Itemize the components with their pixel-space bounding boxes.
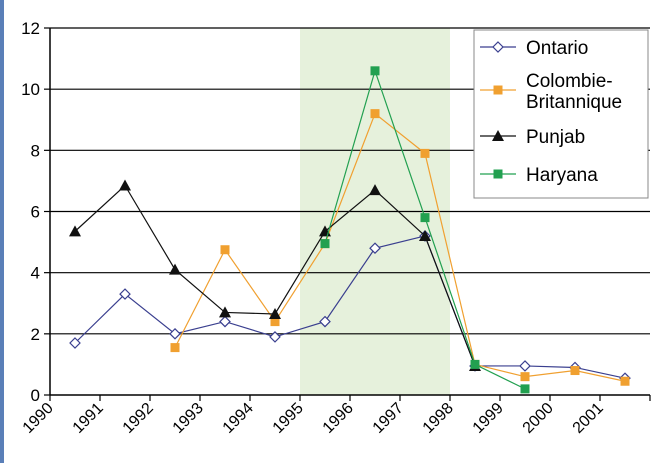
x-tick-label: 1995 <box>270 400 307 437</box>
legend-label-ontario: Ontario <box>526 38 588 59</box>
data-point-colombie-britannique <box>370 109 380 119</box>
data-point-ontario <box>369 242 381 255</box>
legend-swatch-marker <box>493 169 503 179</box>
data-point-ontario <box>69 337 81 349</box>
data-point-colombie-britannique <box>170 343 180 353</box>
y-tick-label: 8 <box>31 141 40 160</box>
y-tick-label: 6 <box>31 203 40 222</box>
axes-group <box>44 27 651 401</box>
x-tick-label: 2001 <box>570 400 607 437</box>
legend-label-haryana: Haryana <box>526 165 598 186</box>
data-point-punjab <box>119 179 131 191</box>
data-point-ontario <box>169 327 181 340</box>
legend-item-punjab: Punjab <box>480 127 585 148</box>
legend-label-punjab: Punjab <box>526 127 585 148</box>
x-tick-label: 2000 <box>520 400 557 437</box>
data-point-haryana <box>320 239 330 249</box>
y-tick-label: 4 <box>31 264 40 283</box>
legend-label-colombie-britannique: Colombie-Britannique <box>526 71 622 113</box>
x-tick-label: 1996 <box>320 400 357 437</box>
y-tick-labels-group: 0 2 4 6 8 10 12 <box>21 19 40 405</box>
series-haryana <box>320 66 530 394</box>
y-tick-label: 10 <box>21 80 40 99</box>
data-point-colombie-britannique <box>570 366 580 376</box>
y-tick-label: 12 <box>21 19 40 38</box>
x-tick-label: 1998 <box>420 400 457 437</box>
data-point-haryana <box>370 66 380 76</box>
legend-item-ontario: Ontario <box>480 38 588 59</box>
series-line-colombie-britannique <box>174 112 626 382</box>
x-tick-label: 1994 <box>220 400 257 437</box>
x-tick-labels-group: 1990 1991 1992 1993 1994 1995 1996 1997 1998 1999… <box>20 400 607 437</box>
data-point-punjab <box>69 225 81 237</box>
x-tick-label: 1999 <box>470 400 507 437</box>
data-point-haryana <box>520 384 530 394</box>
data-point-ontario <box>119 288 131 300</box>
legend-box <box>473 29 649 199</box>
data-point-ontario <box>319 315 331 328</box>
data-point-colombie-britannique <box>620 376 630 386</box>
x-tick-label: 1991 <box>70 400 107 437</box>
y-tick-label: 2 <box>31 325 40 344</box>
x-tick-label: 1993 <box>170 400 207 437</box>
data-point-ontario <box>219 315 231 328</box>
data-point-punjab <box>269 307 281 319</box>
legend-swatch-marker <box>493 85 503 95</box>
data-point-haryana <box>470 359 480 369</box>
series-punjab <box>69 179 481 371</box>
legend-item-colombie-britannique: Colombie-Britannique <box>480 71 622 113</box>
series-group <box>69 66 631 394</box>
data-point-ontario <box>519 360 531 372</box>
y-tick-label: 0 <box>31 386 40 405</box>
data-point-haryana <box>420 213 430 223</box>
x-tick-label: 1997 <box>370 400 407 437</box>
series-ontario <box>69 230 631 385</box>
data-point-colombie-britannique <box>420 148 430 158</box>
x-tick-label: 1992 <box>120 400 157 437</box>
legend-swatch-marker <box>492 41 504 53</box>
legend-swatch-marker <box>492 130 504 141</box>
data-point-colombie-britannique <box>520 372 530 382</box>
data-point-punjab <box>369 184 381 196</box>
series-line-ontario <box>74 235 626 379</box>
data-point-colombie-britannique <box>220 245 230 255</box>
x-tick-label: 1990 <box>20 400 57 437</box>
data-point-punjab <box>169 263 181 275</box>
data-point-colombie-britannique <box>270 317 280 327</box>
legend: Ontario Colombie-Britannique Punjab Haryana <box>473 29 649 199</box>
data-point-punjab <box>219 306 231 318</box>
data-point-punjab <box>419 229 431 241</box>
legend-item-haryana: Haryana <box>480 165 598 186</box>
data-point-ontario <box>269 331 281 343</box>
left-edge-bar <box>0 0 4 463</box>
